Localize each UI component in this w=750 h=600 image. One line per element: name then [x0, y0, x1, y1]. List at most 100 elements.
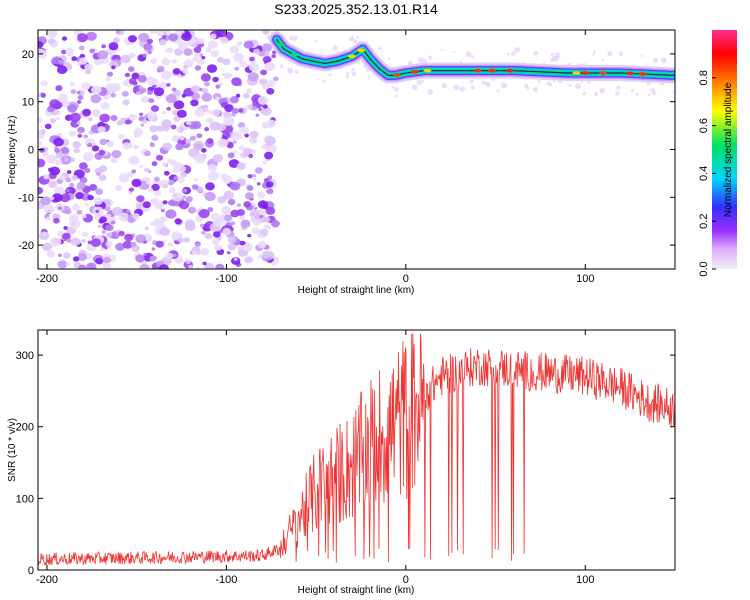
noise-blob: [266, 88, 275, 95]
noise-blob: [259, 214, 264, 219]
noise-blob: [271, 54, 277, 59]
noise-blob: [59, 193, 71, 203]
ridge-speckle: [453, 84, 459, 91]
noise-blob: [77, 95, 84, 100]
snr-ticks: -200 -100 0 100 0 100 200 300: [16, 330, 675, 586]
noise-blob: [169, 160, 177, 166]
colorbar-tick-label: 0.4: [698, 166, 710, 181]
noise-blob: [207, 207, 214, 213]
noise-blob: [199, 223, 205, 228]
noise-blob: [173, 100, 185, 110]
noise-blob: [200, 73, 211, 82]
noise-blob: [151, 161, 158, 167]
noise-blob: [156, 65, 165, 73]
noise-blob: [223, 197, 228, 201]
noise-blob: [49, 207, 56, 213]
noise-blob: [95, 257, 104, 265]
noise-blob: [45, 216, 51, 221]
snr-y-label: SNR (10 * v/v): [7, 418, 18, 482]
noise-blob: [207, 40, 218, 49]
x-tick-label: 100: [576, 273, 594, 285]
noise-blob: [236, 41, 243, 46]
noise-blob: [235, 93, 241, 98]
noise-blob: [201, 231, 206, 235]
noise-blob: [248, 62, 260, 72]
noise-blob: [51, 193, 63, 203]
noise-blob: [236, 209, 245, 216]
noise-blob: [218, 81, 224, 86]
ridge-hotspot: [572, 71, 581, 75]
noise-blob: [70, 89, 77, 94]
noise-blob: [184, 219, 195, 228]
noise-blob: [257, 200, 268, 209]
noise-blob: [174, 256, 184, 264]
noise-blob: [166, 107, 171, 111]
noise-blob: [81, 82, 91, 90]
noise-blob: [46, 250, 55, 258]
noise-blob: [192, 140, 205, 151]
noise-blob: [57, 132, 63, 137]
ridge-speckle: [459, 86, 466, 92]
noise-blob: [77, 253, 87, 262]
noise-blob: [196, 57, 205, 65]
noise-blob: [89, 48, 96, 54]
noise-blob: [202, 261, 207, 266]
noise-blob: [118, 134, 125, 140]
noise-blob: [162, 162, 167, 167]
ridge-hotspot: [599, 71, 608, 75]
noise-blob: [263, 216, 271, 223]
colorbar-ticks: 0.0 0.2 0.4 0.6 0.8: [698, 70, 716, 277]
noise-blob: [76, 100, 82, 104]
noise-blob: [147, 114, 156, 121]
noise-blob: [231, 77, 242, 86]
noise-blob: [161, 70, 172, 80]
noise-blob: [139, 164, 144, 168]
noise-blob: [135, 254, 145, 263]
ridge-speckle: [459, 60, 463, 63]
noise-blob: [110, 115, 118, 121]
noise-blob: [82, 152, 94, 162]
noise-blob: [245, 105, 250, 110]
noise-blob: [201, 88, 209, 94]
noise-blob: [49, 99, 61, 109]
noise-blob: [176, 109, 187, 118]
ridge-speckle: [660, 57, 667, 64]
noise-blob: [245, 192, 254, 200]
noise-blob: [263, 62, 275, 72]
noise-blob: [254, 167, 263, 174]
noise-blob: [97, 126, 106, 133]
noise-blob: [165, 94, 177, 104]
noise-blob: [87, 142, 93, 148]
ridge-speckle: [507, 52, 510, 56]
noise-blob: [121, 91, 129, 97]
noise-blob: [131, 72, 140, 80]
noise-blob: [82, 108, 92, 117]
noise-blob: [156, 30, 164, 37]
noise-blob: [244, 256, 254, 264]
noise-blob: [58, 59, 65, 65]
noise-blob: [256, 182, 261, 186]
ridge-speckle: [417, 57, 424, 63]
noise-blob: [165, 209, 177, 219]
colorbar-tick-label: 0.8: [698, 70, 710, 85]
noise-blob: [100, 102, 110, 110]
colorbar-gradient: [712, 30, 737, 269]
ridge-speckle: [593, 50, 596, 54]
ridge-hotspot: [473, 68, 482, 73]
noise-blob: [66, 238, 72, 243]
noise-blob: [42, 231, 47, 236]
noise-blob: [173, 89, 181, 97]
noise-blob: [227, 198, 236, 206]
noise-blob: [239, 126, 249, 135]
noise-blob: [229, 181, 241, 191]
noise-blob: [153, 176, 160, 182]
noise-blob: [233, 257, 238, 261]
noise-blob: [174, 48, 184, 56]
noise-blob: [83, 134, 88, 139]
noise-blob: [260, 69, 267, 76]
noise-blob: [162, 200, 168, 205]
noise-blob: [159, 179, 169, 188]
ridge-speckle: [648, 93, 651, 96]
noise-blob: [155, 154, 164, 161]
noise-blob: [211, 108, 221, 117]
